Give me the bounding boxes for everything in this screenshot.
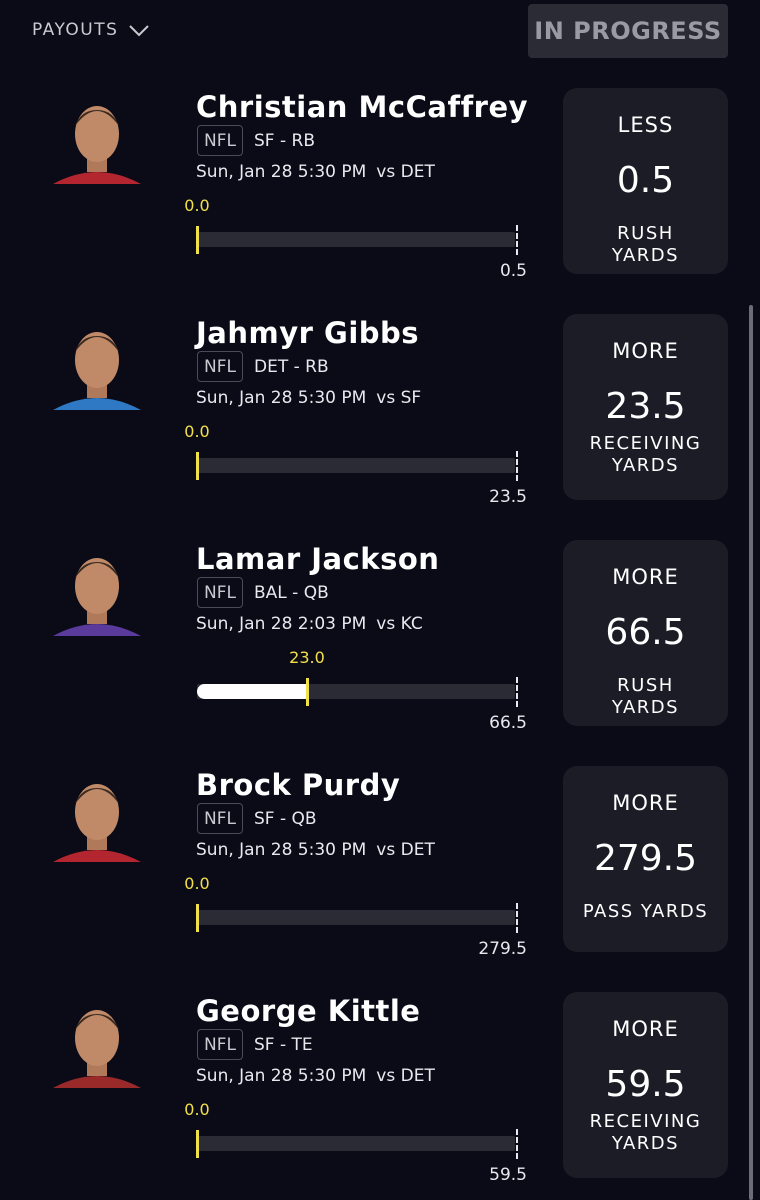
scrollbar [749, 305, 753, 1200]
direction: MORE [612, 1017, 679, 1041]
line-value: 0.5 [499, 261, 527, 281]
line-big: 0.5 [616, 160, 675, 201]
league-badge: NFL [197, 125, 243, 156]
direction: MORE [612, 565, 679, 589]
line-big: 59.5 [605, 1064, 686, 1105]
line-marker [516, 677, 518, 707]
current-marker [305, 678, 309, 706]
progress-fill [197, 684, 307, 699]
opponent: vs DET [376, 840, 435, 860]
chevron [129, 25, 150, 37]
team-position: SF - RB [254, 131, 315, 151]
stat-type: RECEIVING YARDS [589, 1111, 702, 1154]
current-value: 0.0 [184, 196, 210, 215]
direction: MORE [612, 791, 679, 815]
current-marker [196, 1130, 199, 1158]
current-marker [196, 226, 199, 254]
team-position: SF - QB [254, 809, 317, 829]
line-marker [516, 225, 518, 255]
player-avatar [53, 106, 141, 184]
line-big: 23.5 [605, 386, 686, 427]
current-marker [196, 452, 199, 480]
game-time: Sun, Jan 28 5:30 PM [196, 162, 367, 182]
direction: LESS [617, 113, 674, 137]
game-info: Sun, Jan 28 5:30 PM vs DET [196, 162, 435, 182]
game-info: Sun, Jan 28 2:03 PM vs KC [196, 614, 423, 634]
game-time: Sun, Jan 28 5:30 PM [196, 840, 367, 860]
game-time: Sun, Jan 28 5:30 PM [196, 388, 367, 408]
league-badge: NFL [197, 577, 243, 608]
payouts-menu[interactable]: PAYOUTS [32, 20, 150, 40]
current-value: 23.0 [289, 648, 325, 667]
game-time: Sun, Jan 28 2:03 PM [196, 614, 367, 634]
line-marker [516, 1129, 518, 1159]
opponent: vs KC [376, 614, 423, 634]
progress-track [197, 1136, 515, 1151]
line-value: 279.5 [478, 939, 527, 959]
line-marker [516, 451, 518, 481]
game-info: Sun, Jan 28 5:30 PM vs DET [196, 1066, 435, 1086]
current-value: 0.0 [184, 1100, 210, 1119]
line-marker [516, 903, 518, 933]
line-big: 279.5 [593, 838, 698, 879]
stat-type: RUSH YARDS [611, 223, 680, 266]
player-name: Christian McCaffrey [196, 90, 529, 124]
team-position: BAL - QB [254, 583, 329, 603]
league-badge: NFL [197, 803, 243, 834]
status-button[interactable]: IN PROGRESS [528, 4, 728, 58]
stat-type: RUSH YARDS [611, 675, 680, 718]
current-value: 0.0 [184, 422, 210, 441]
progress-track [197, 232, 515, 247]
pick-card[interactable]: MORE 279.5 PASS YARDS [563, 766, 728, 952]
opponent: vs DET [376, 1066, 435, 1086]
player-name: Brock Purdy [196, 768, 401, 802]
game-info: Sun, Jan 28 5:30 PM vs SF [196, 388, 421, 408]
line-value: 66.5 [489, 713, 527, 733]
league-badge: NFL [197, 1029, 243, 1060]
player-name: George Kittle [196, 994, 421, 1028]
stat-type: RECEIVING YARDS [589, 433, 702, 476]
line-value: 23.5 [489, 487, 527, 507]
pick-card[interactable]: MORE 66.5 RUSH YARDS [563, 540, 728, 726]
current-value: 0.0 [184, 874, 210, 893]
progress-track [197, 910, 515, 925]
opponent: vs DET [376, 162, 435, 182]
player-avatar [53, 1010, 141, 1088]
opponent: vs SF [376, 388, 422, 408]
current-marker [196, 904, 199, 932]
pick-card[interactable]: MORE 59.5 RECEIVING YARDS [563, 992, 728, 1178]
menu-label: PAYOUTS [32, 20, 119, 40]
player-avatar [53, 784, 141, 862]
line-big: 66.5 [605, 612, 686, 653]
league-badge: NFL [197, 351, 243, 382]
line-value: 59.5 [489, 1165, 527, 1185]
player-name: Lamar Jackson [196, 542, 440, 576]
team-position: DET - RB [254, 357, 329, 377]
pick-card[interactable]: MORE 23.5 RECEIVING YARDS [563, 314, 728, 500]
team-position: SF - TE [254, 1035, 313, 1055]
direction: MORE [612, 339, 679, 363]
pick-card[interactable]: LESS 0.5 RUSH YARDS [563, 88, 728, 274]
game-time: Sun, Jan 28 5:30 PM [196, 1066, 367, 1086]
progress-track [197, 458, 515, 473]
player-name: Jahmyr Gibbs [196, 316, 420, 350]
player-avatar [53, 332, 141, 410]
game-info: Sun, Jan 28 5:30 PM vs DET [196, 840, 435, 860]
player-avatar [53, 558, 141, 636]
stat-type: PASS YARDS [582, 901, 709, 922]
